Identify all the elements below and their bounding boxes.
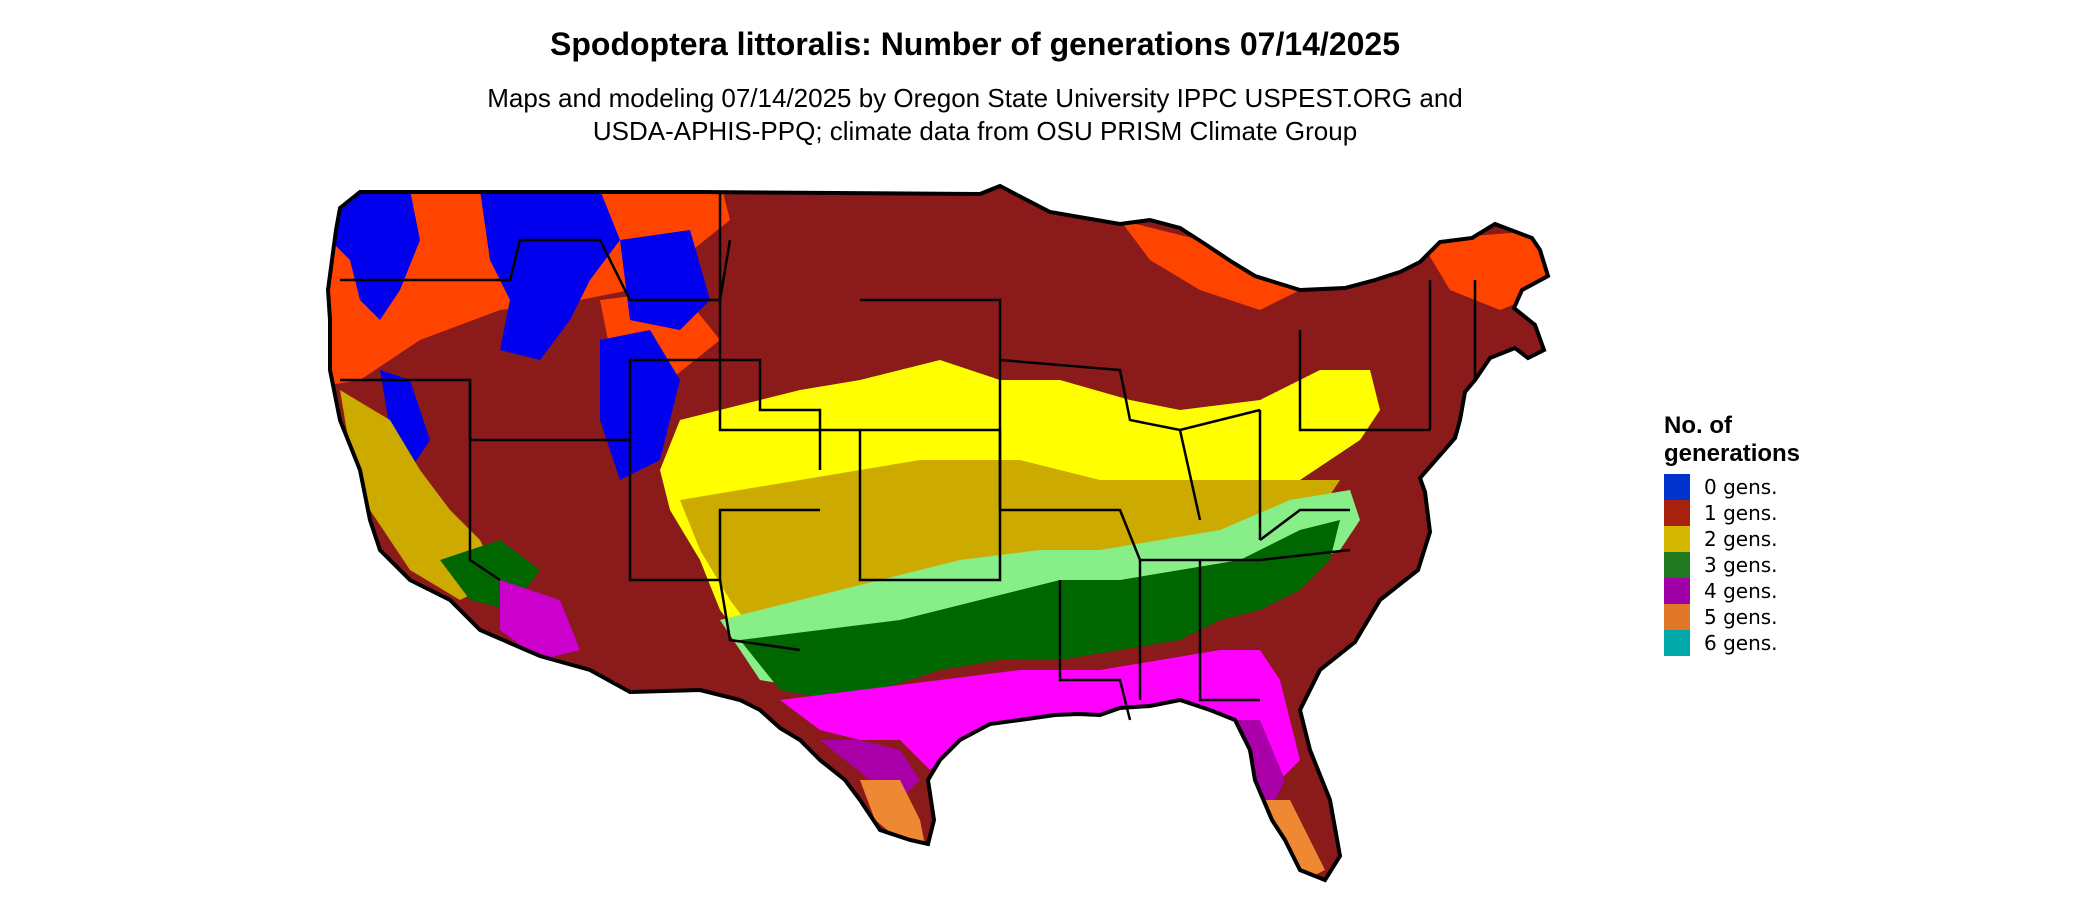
zone-0-gen-sierra [380,370,430,470]
legend: No. of generations 0 gens. 1 gens. 2 gen… [1664,412,1864,656]
legend-label: 3 gens. [1704,553,1778,577]
legend-item: 2 gens. [1664,526,1864,552]
legend-item: 1 gens. [1664,500,1864,526]
legend-swatch [1664,578,1690,604]
zone-0-gen-wyoming [620,230,710,330]
zone-1-gen-orange-greatlakes [1120,220,1300,310]
legend-label: 5 gens. [1704,605,1778,629]
legend-title: No. of generations [1664,412,1801,467]
legend-swatch [1664,604,1690,630]
legend-item: 5 gens. [1664,604,1864,630]
legend-label: 6 gens. [1704,631,1778,655]
legend-swatch [1664,474,1690,500]
generation-zones [328,186,1548,880]
zone-4-gen-arizona [500,580,580,660]
legend-item: 6 gens. [1664,630,1864,656]
legend-label: 2 gens. [1704,527,1778,551]
zone-0-gen-colorado [600,330,680,480]
legend-swatch [1664,526,1690,552]
legend-item: 0 gens. [1664,474,1864,500]
subtitle-line-2: USDA-APHIS-PPQ; climate data from OSU PR… [592,116,1358,146]
legend-swatch [1664,552,1690,578]
legend-label: 4 gens. [1704,579,1778,603]
zone-1-gen-orange-maine [1420,230,1548,310]
subtitle-line-1: Maps and modeling 07/14/2025 by Oregon S… [487,83,1463,113]
legend-swatch [1664,500,1690,526]
zone-4-gen-magenta [780,650,1300,780]
legend-swatch [1664,630,1690,656]
generations-map [326,184,1550,882]
map-title: Spodoptera littoralis: Number of generat… [550,26,1400,62]
legend-item: 4 gens. [1664,578,1864,604]
zone-3-gen-dark [740,520,1340,700]
state-borders [340,192,1477,721]
zone-0-gen-cascades [330,190,420,320]
zone-0-gen-rockies-north [480,190,620,360]
zone-2-gen-california [340,390,500,600]
legend-item: 3 gens. [1664,552,1864,578]
map-subtitle: Maps and modeling 07/14/2025 by Oregon S… [300,82,1650,148]
legend-items: 0 gens. 1 gens. 2 gens. 3 gens. 4 gens. … [1664,474,1864,656]
legend-label: 0 gens. [1704,475,1778,499]
legend-label: 1 gens. [1704,501,1778,525]
zone-5-gen-texas [860,780,925,845]
